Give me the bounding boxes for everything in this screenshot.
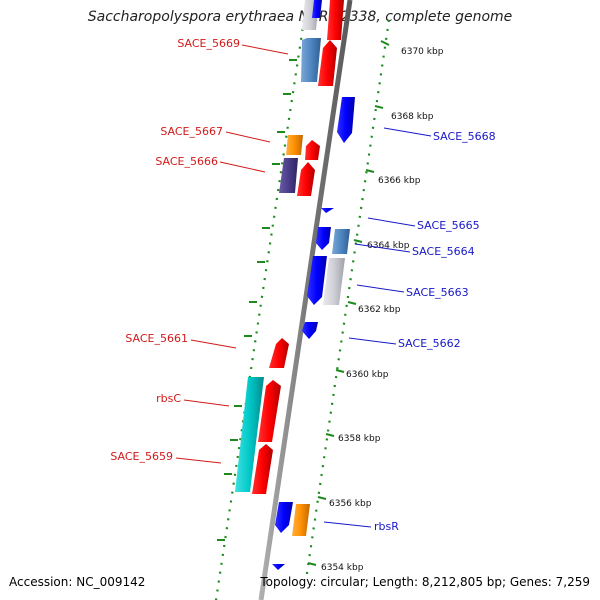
scale-label-6366: 6366 kbp — [378, 176, 421, 186]
gene-features — [235, 0, 355, 570]
scale-label-6358: 6358 kbp — [338, 434, 381, 444]
map-title: Saccharopolyspora erythraea NRRL 2338, c… — [87, 9, 513, 25]
gene-feature-sace-5668[interactable] — [337, 97, 355, 143]
gene-feature-top-red[interactable] — [327, 0, 344, 40]
label-rbsc[interactable]: rbsC — [156, 392, 181, 405]
gene-feature-sace-5667[interactable] — [286, 135, 303, 155]
reverse-leader-lines — [323, 127, 432, 528]
gene-feature-5663-blue[interactable] — [307, 256, 327, 305]
forward-leader-lines — [175, 44, 289, 464]
scale-label-6364: 6364 kbp — [367, 241, 410, 251]
label-sace-5662[interactable]: SACE_5662 — [398, 337, 461, 350]
gene-feature-rbsc-red[interactable] — [258, 380, 281, 442]
gene-feature-sace-5666[interactable] — [279, 158, 298, 193]
gene-feature-rbsr-blue[interactable] — [275, 502, 293, 533]
label-sace-5661[interactable]: SACE_5661 — [125, 332, 188, 345]
gene-feature-sace-5663[interactable] — [323, 258, 345, 305]
gene-feature-bottom-blue[interactable] — [272, 564, 285, 570]
label-sace-5669[interactable]: SACE_5669 — [177, 37, 240, 50]
gene-feature-5669-red[interactable] — [318, 40, 337, 86]
reverse-gene-labels: SACE_5668 SACE_5665 SACE_5664 SACE_5663 … — [374, 130, 496, 533]
forward-gene-labels: SACE_5669 SACE_5667 SACE_5666 SACE_5661 … — [110, 37, 240, 463]
label-rbsr[interactable]: rbsR — [374, 520, 399, 533]
gene-feature-small-blue[interactable] — [321, 208, 334, 213]
genome-summary-text: Topology: circular; Length: 8,212,805 bp… — [260, 575, 590, 589]
scale-label-6354: 6354 kbp — [321, 563, 364, 573]
gene-feature-sace-5669[interactable] — [301, 38, 321, 82]
genome-backbone — [258, 0, 353, 600]
label-sace-5659[interactable]: SACE_5659 — [110, 450, 173, 463]
gene-feature-sace-5664[interactable] — [332, 229, 350, 254]
inner-major-ticks — [217, 59, 297, 541]
label-sace-5667[interactable]: SACE_5667 — [160, 125, 223, 138]
scale-label-6370: 6370 kbp — [401, 47, 444, 57]
outer-major-ticks — [307, 40, 390, 566]
label-sace-5668[interactable]: SACE_5668 — [433, 130, 496, 143]
gene-feature-sace-5665[interactable] — [316, 227, 331, 250]
gene-feature-rbsr[interactable] — [292, 504, 310, 536]
label-sace-5664[interactable]: SACE_5664 — [412, 245, 475, 258]
gene-feature-5666-red[interactable] — [297, 162, 315, 196]
label-sace-5663[interactable]: SACE_5663 — [406, 286, 469, 299]
gene-feature-top-blue[interactable] — [312, 0, 322, 18]
accession-text: Accession: NC_009142 — [9, 575, 146, 589]
gene-feature-rbsc[interactable] — [235, 377, 264, 492]
gene-feature-sace-5661[interactable] — [269, 338, 289, 368]
gene-feature-sace-5659[interactable] — [252, 444, 273, 494]
scale-label-6368: 6368 kbp — [391, 112, 434, 122]
label-sace-5665[interactable]: SACE_5665 — [417, 219, 480, 232]
gene-feature-sace-5662[interactable] — [302, 322, 318, 339]
gene-feature-5667-red[interactable] — [305, 140, 320, 160]
scale-label-6362: 6362 kbp — [358, 305, 401, 315]
scale-label-6360: 6360 kbp — [346, 370, 389, 380]
scale-label-6356: 6356 kbp — [329, 499, 372, 509]
label-sace-5666[interactable]: SACE_5666 — [155, 155, 218, 168]
